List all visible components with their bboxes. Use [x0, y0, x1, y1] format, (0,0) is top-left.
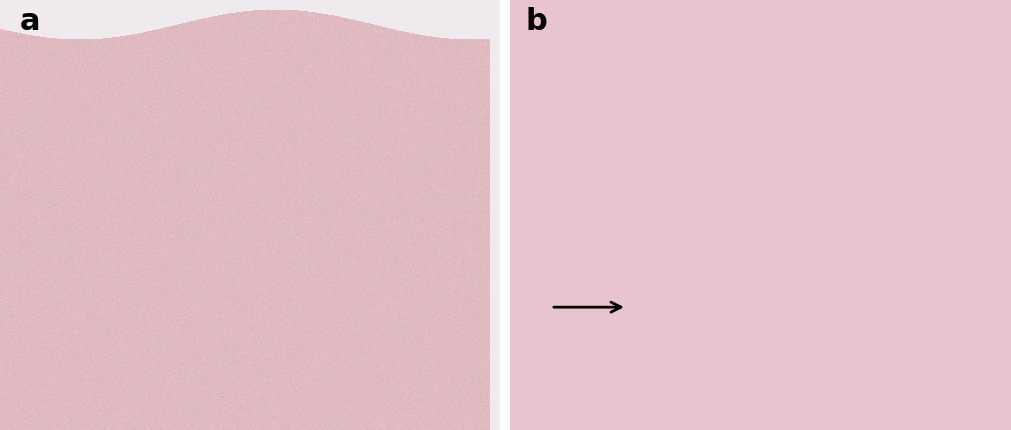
Text: a: a	[20, 7, 40, 36]
Text: b: b	[526, 7, 548, 36]
